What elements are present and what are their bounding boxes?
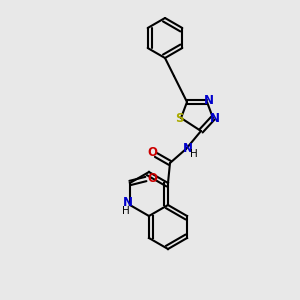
Text: O: O [147, 146, 157, 160]
Text: N: N [204, 94, 214, 107]
Text: N: N [210, 112, 220, 124]
Text: S: S [175, 112, 183, 124]
Text: H: H [190, 149, 198, 159]
Text: N: N [123, 196, 133, 209]
Text: N: N [183, 142, 193, 155]
Text: H: H [122, 206, 130, 216]
Text: O: O [147, 172, 157, 184]
